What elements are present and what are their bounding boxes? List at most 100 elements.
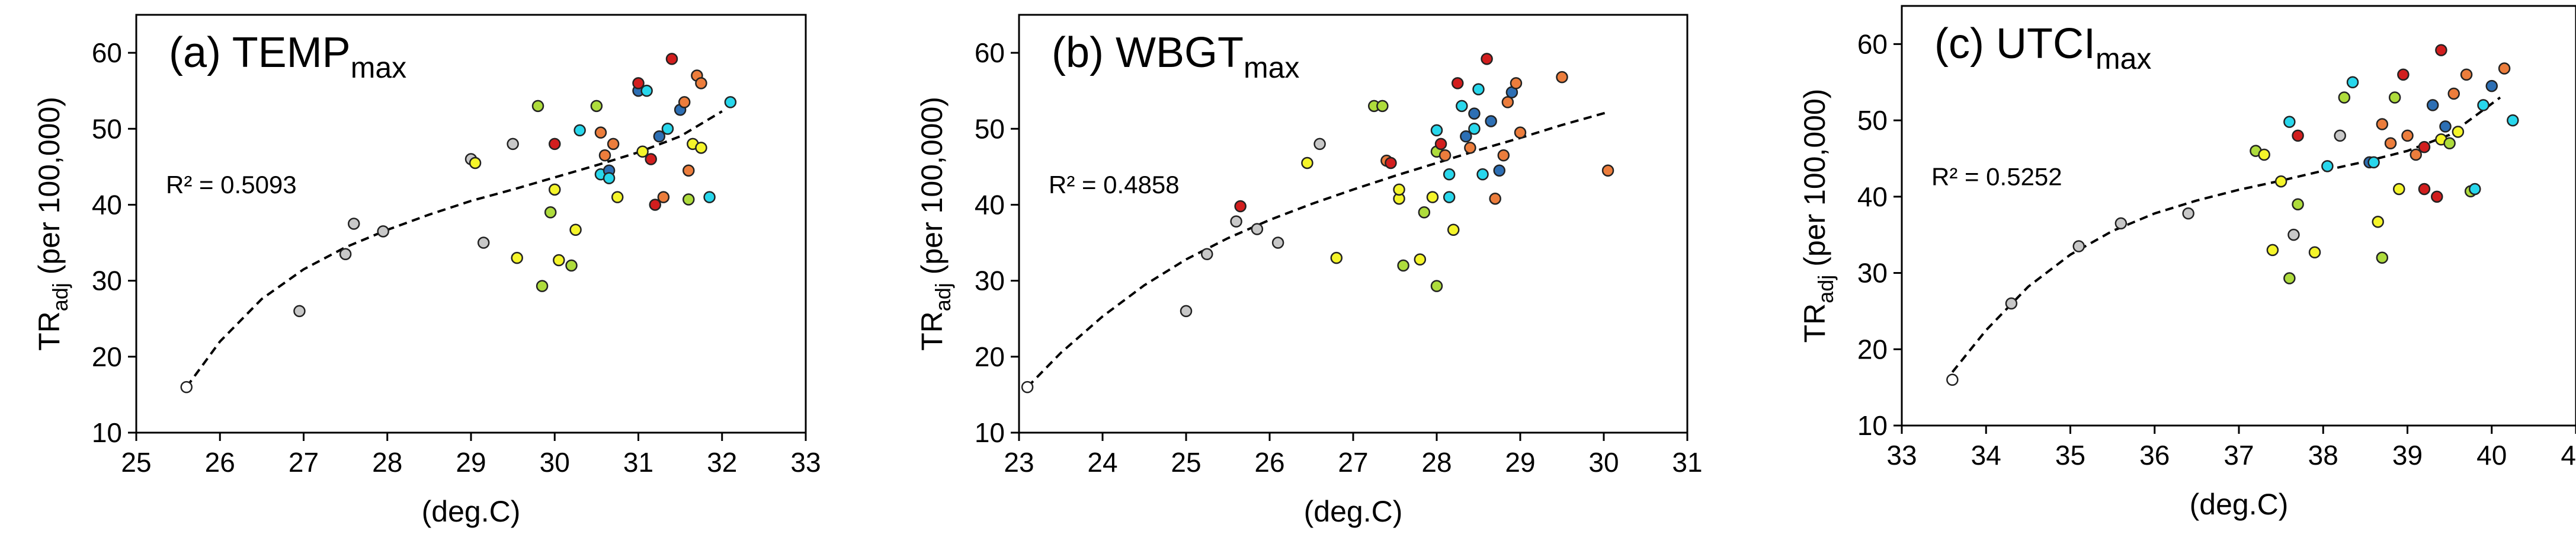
x-tick-label: 26 [205, 447, 235, 478]
data-point [1434, 138, 1447, 151]
x-tick-label: 31 [623, 447, 653, 478]
data-point [1201, 248, 1213, 261]
data-point [180, 380, 193, 394]
data-point [636, 145, 649, 158]
data-point [1946, 373, 1959, 386]
data-point [549, 183, 561, 196]
x-axis-label: (deg.C) [422, 495, 521, 528]
data-point [2388, 91, 2401, 104]
data-point [657, 191, 670, 203]
data-point [1443, 191, 1456, 203]
data-point [1447, 223, 1460, 236]
r-squared-label: R² = 0.4858 [1049, 171, 1180, 199]
y-tick-label: 30 [92, 266, 122, 296]
data-point [569, 223, 582, 236]
data-point [2274, 175, 2287, 188]
data-point [632, 77, 645, 89]
panel-2: 23 24 25 26 27 28 29 30 31 10 20 30 40 50 60 (deg.C) TRa… [915, 14, 1703, 528]
data-point [2469, 183, 2481, 196]
data-point [1468, 123, 1481, 135]
data-point [695, 77, 707, 89]
data-point [661, 123, 674, 135]
data-point [724, 96, 737, 108]
data-point [536, 280, 549, 292]
data-point [1313, 138, 1326, 151]
plot-frame [1018, 14, 1689, 434]
data-point [1464, 142, 1476, 154]
panel-title: (c) UTCImax [1934, 20, 2151, 75]
data-point [2072, 240, 2085, 252]
data-point [377, 225, 389, 238]
data-point [2338, 91, 2351, 104]
x-tick-label: 33 [790, 447, 821, 478]
data-point [2114, 217, 2128, 230]
trend-line [185, 110, 723, 388]
data-point [683, 193, 695, 206]
data-point [2447, 87, 2460, 100]
panel-title: (a) TEMPmax [169, 29, 406, 84]
x-tick-label: 28 [372, 447, 402, 478]
panel-title: (b) WBGTmax [1052, 29, 1299, 84]
data-point [1180, 305, 1193, 318]
x-tick-label: 31 [1672, 447, 1702, 478]
data-point [1021, 380, 1034, 394]
data-point [1393, 183, 1405, 196]
x-tick-label: 41 [2561, 440, 2576, 471]
x-tick-label: 27 [289, 447, 319, 478]
panel-3: 33 34 35 36 37 38 39 40 41 10 20 30 40 50 60 (deg.C) TRa… [1798, 5, 2576, 521]
data-point [293, 305, 306, 318]
data-point [2376, 251, 2389, 264]
data-point [2376, 118, 2389, 130]
x-tick-label: 36 [2139, 440, 2170, 471]
data-point [1601, 164, 1614, 177]
data-point [1443, 168, 1456, 181]
data-point [477, 236, 490, 249]
y-tick-label: 50 [1857, 105, 1888, 136]
data-point [2507, 114, 2519, 127]
r-squared-label: R² = 0.5252 [1931, 163, 2062, 191]
y-tick-label: 30 [975, 266, 1005, 296]
x-tick-label: 34 [1971, 440, 2001, 471]
data-point [678, 96, 691, 108]
data-point [348, 218, 360, 230]
x-tick-label: 38 [2308, 440, 2338, 471]
data-point [1485, 115, 1497, 127]
data-point [1481, 53, 1493, 65]
data-point [2477, 99, 2490, 111]
data-point [1514, 126, 1527, 139]
data-point [339, 248, 352, 261]
data-point [2334, 129, 2346, 142]
x-tick-label: 28 [1421, 447, 1452, 478]
data-point [511, 251, 523, 264]
data-point [1397, 259, 1409, 272]
x-axis-label: (deg.C) [2190, 488, 2289, 521]
data-point [1489, 192, 1501, 205]
y-tick-label: 60 [1857, 28, 1888, 59]
data-point [665, 53, 678, 65]
data-point [1330, 251, 1343, 264]
data-point [1301, 156, 1313, 170]
r-squared-label: R² = 0.5093 [166, 171, 297, 199]
data-point [2372, 216, 2384, 228]
panel-1: 25 26 27 28 29 30 31 32 33 10 20 30 40 50 60 (deg.C) TRa… [33, 14, 821, 528]
data-point [2283, 272, 2296, 284]
y-tick-label: 50 [92, 113, 122, 144]
y-tick-label: 10 [1857, 410, 1888, 441]
y-tick-label: 60 [975, 37, 1005, 68]
data-point [2397, 68, 2410, 81]
data-point [531, 100, 544, 113]
data-point [611, 191, 624, 203]
x-tick-label: 29 [1505, 447, 1535, 478]
data-point [549, 138, 561, 151]
data-point [1452, 77, 1464, 89]
data-point [1426, 191, 1439, 203]
y-tick-label: 40 [1857, 181, 1888, 212]
y-tick-label: 60 [92, 37, 122, 68]
data-point [2258, 148, 2270, 161]
data-point [1497, 149, 1510, 162]
data-point [640, 84, 653, 97]
data-point [2410, 148, 2422, 161]
data-point [2431, 190, 2443, 203]
data-point [553, 254, 565, 267]
